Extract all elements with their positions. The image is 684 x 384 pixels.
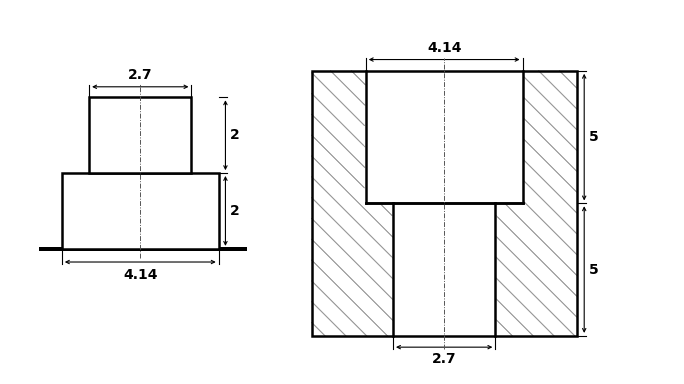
Bar bbox=[89, 98, 192, 173]
Text: 4.14: 4.14 bbox=[123, 268, 157, 282]
Text: 2: 2 bbox=[230, 128, 239, 142]
Bar bbox=[366, 71, 523, 204]
Text: 4.14: 4.14 bbox=[427, 41, 462, 55]
Text: 2: 2 bbox=[230, 204, 239, 218]
Text: 5: 5 bbox=[589, 130, 598, 144]
Text: 5: 5 bbox=[589, 263, 598, 276]
Bar bbox=[312, 71, 577, 336]
Text: 2.7: 2.7 bbox=[432, 353, 456, 366]
Bar bbox=[393, 204, 495, 336]
Bar bbox=[62, 173, 219, 249]
Bar bbox=[312, 71, 577, 336]
Text: 2.7: 2.7 bbox=[128, 68, 153, 82]
